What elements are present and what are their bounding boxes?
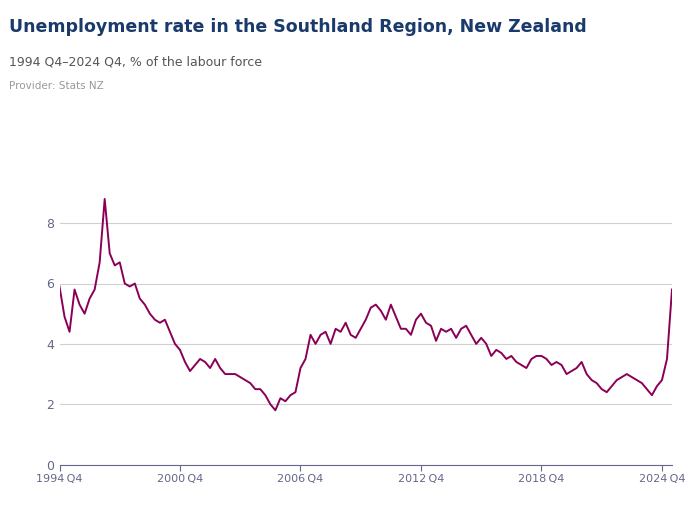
Text: 1994 Q4–2024 Q4, % of the labour force: 1994 Q4–2024 Q4, % of the labour force <box>9 55 262 68</box>
Text: Provider: Stats NZ: Provider: Stats NZ <box>9 81 104 91</box>
Text: Unemployment rate in the Southland Region, New Zealand: Unemployment rate in the Southland Regio… <box>9 18 587 36</box>
Text: figure.nz: figure.nz <box>586 20 670 38</box>
